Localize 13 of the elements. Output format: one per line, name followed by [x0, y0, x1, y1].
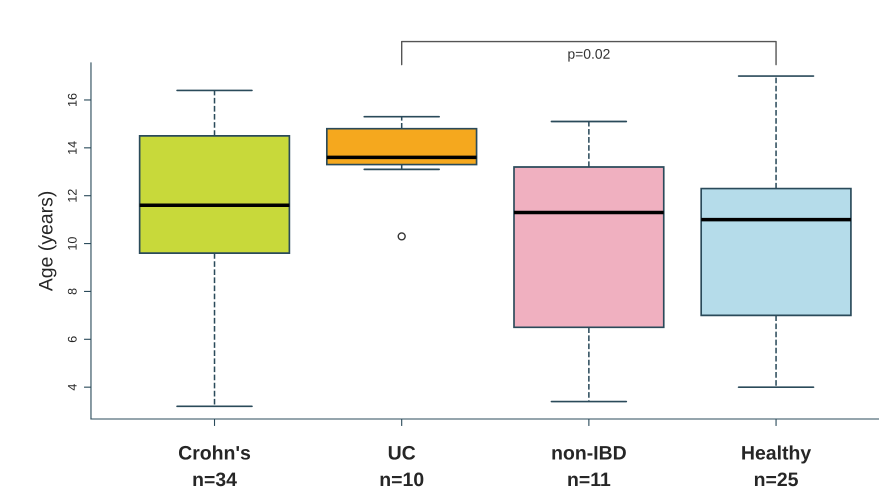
x-tick-label: Crohn's n=34	[178, 445, 250, 486]
y-tick-label: 12	[68, 189, 77, 202]
text: p=0.02	[568, 48, 610, 62]
y-axis-title: Age (years)	[38, 192, 56, 292]
y-tick-label: 6	[68, 336, 77, 342]
y-tick-label: 16	[68, 94, 77, 106]
y-tick-label: 10	[68, 237, 77, 250]
y-tick-label: 14	[68, 141, 77, 154]
x-tick-label: UC n=10	[380, 446, 424, 486]
x-tick-label: non-IBD n=11	[552, 446, 626, 486]
y-tick-label: 8	[68, 288, 77, 294]
y-tick-label: 4	[68, 384, 77, 390]
x-tick-label: Healthy n=25	[742, 445, 812, 486]
